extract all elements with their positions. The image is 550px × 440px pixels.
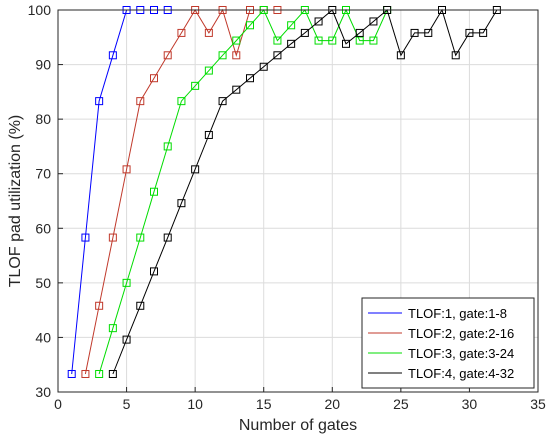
data-point	[177, 97, 186, 106]
data-point	[122, 278, 131, 287]
data-point	[246, 74, 254, 83]
data-point	[150, 187, 158, 196]
data-point	[204, 66, 213, 75]
data-point	[410, 28, 419, 37]
data-point	[465, 28, 474, 37]
x-tick-label: 10	[187, 396, 203, 412]
legend-label: TLOF:3, gate:3-24	[408, 346, 514, 361]
data-point	[232, 36, 241, 45]
data-point	[287, 39, 296, 48]
legend-label: TLOF:2, gate:2-16	[408, 326, 514, 341]
x-tick-label: 35	[530, 396, 546, 412]
data-point	[369, 36, 378, 45]
legend: TLOF:1, gate:1-8 TLOF:2, gate:2-16 TLOF:3,…	[361, 297, 535, 389]
data-point	[95, 301, 104, 310]
series-group	[67, 6, 501, 378]
y-tick-label: 40	[35, 329, 51, 345]
data-point	[95, 369, 104, 378]
data-point	[342, 39, 350, 48]
data-point	[218, 51, 227, 60]
data-point	[191, 165, 200, 174]
data-point	[246, 21, 254, 30]
x-tick-label: 25	[393, 396, 409, 412]
data-point	[150, 74, 158, 83]
y-tick-label: 100	[28, 2, 52, 18]
data-point	[163, 142, 172, 151]
data-point	[150, 267, 158, 276]
data-point	[479, 28, 488, 37]
data-point	[424, 28, 433, 37]
y-tick-label: 60	[35, 220, 51, 236]
data-point	[136, 233, 145, 242]
data-point	[232, 85, 241, 94]
data-point	[218, 97, 227, 106]
data-point	[273, 51, 282, 60]
data-point	[259, 62, 268, 71]
data-point	[177, 28, 186, 37]
legend-label: TLOF:4, gate:4-32	[408, 366, 514, 381]
data-point	[314, 36, 323, 45]
data-point	[369, 17, 378, 26]
series-line	[98, 8, 388, 375]
legend-label: TLOF:1, gate:1-8	[408, 306, 507, 321]
x-tick-label: 5	[123, 396, 131, 412]
data-point	[67, 369, 76, 378]
axis-ticks: 0 5 10 15 20 25 30 35 30 40 50 60 70 80 90 100	[28, 2, 546, 412]
data-point	[204, 28, 213, 37]
y-tick-label: 70	[35, 166, 51, 182]
data-point	[81, 233, 90, 242]
data-point	[396, 51, 405, 60]
data-point	[122, 335, 131, 344]
series-line	[112, 8, 498, 375]
data-point	[287, 21, 296, 30]
x-axis-title: Number of gates	[239, 417, 357, 434]
data-point	[136, 301, 145, 310]
data-point	[232, 51, 241, 60]
series-line	[84, 8, 278, 375]
data-point	[95, 97, 104, 106]
y-tick-label: 30	[35, 384, 51, 400]
data-point	[451, 51, 460, 60]
data-point	[163, 51, 172, 60]
y-tick-label: 90	[35, 57, 51, 73]
data-point	[273, 36, 282, 45]
data-point	[108, 324, 117, 333]
y-tick-label: 80	[35, 111, 51, 127]
data-point	[163, 233, 172, 242]
data-point	[314, 17, 323, 26]
x-tick-label: 15	[256, 396, 272, 412]
y-tick-label: 50	[35, 275, 51, 291]
x-tick-label: 0	[54, 396, 62, 412]
x-tick-label: 30	[462, 396, 478, 412]
data-point	[300, 28, 309, 37]
data-point	[177, 199, 186, 208]
plot-frame	[57, 9, 539, 393]
data-point	[355, 36, 364, 45]
x-tick-label: 20	[324, 396, 340, 412]
data-point	[328, 36, 337, 45]
data-point	[191, 81, 200, 90]
data-point	[355, 28, 364, 37]
data-point	[122, 165, 131, 174]
y-axis-title: TLOF pad utilization (%)	[7, 115, 24, 288]
series-4	[108, 6, 501, 378]
data-point	[136, 97, 145, 106]
data-point	[81, 369, 90, 378]
data-point	[108, 369, 117, 378]
data-point	[108, 51, 117, 60]
data-point	[108, 233, 117, 242]
data-point	[204, 130, 213, 139]
